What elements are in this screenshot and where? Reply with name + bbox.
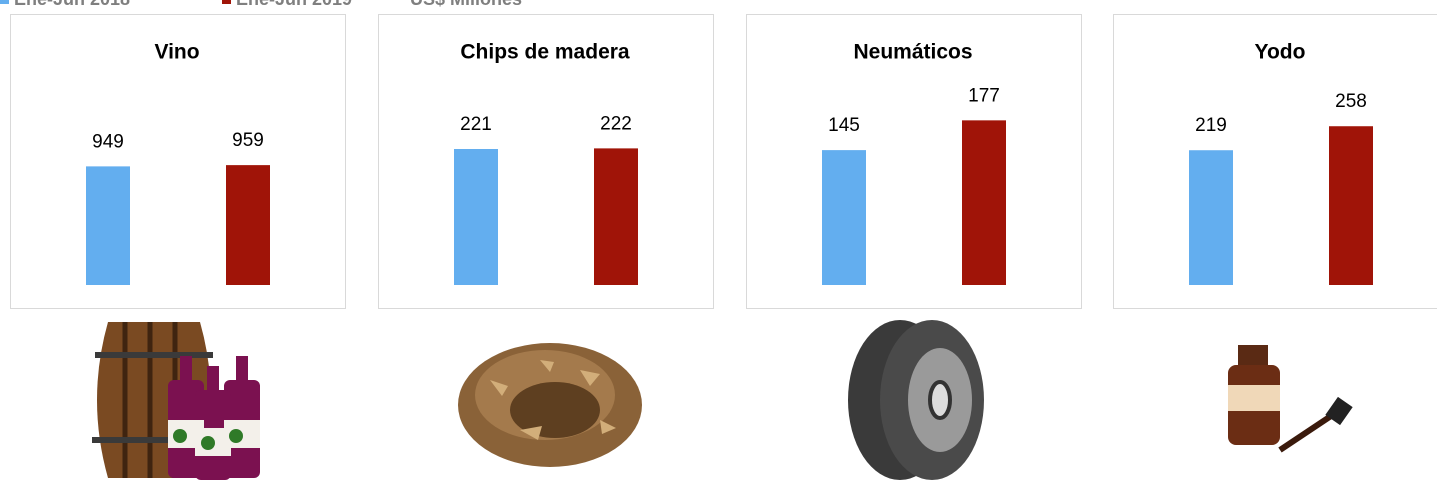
tire-icon xyxy=(848,320,984,480)
bar xyxy=(822,150,866,285)
bar xyxy=(454,149,498,285)
legend-label: Ene-Jun 2019 xyxy=(236,0,352,9)
value-label: 219 xyxy=(1195,115,1227,136)
bar xyxy=(226,165,270,285)
unit-label: US$ Millones xyxy=(410,0,522,9)
bar xyxy=(1189,150,1233,285)
legend-swatch xyxy=(222,0,231,4)
wood-chips-icon xyxy=(458,343,642,467)
dashboard: Ene-Jun 2018 Ene-Jun 2019 US$ Millones Vino… xyxy=(0,0,1437,481)
chart-title: Vino xyxy=(154,41,199,64)
value-label: 949 xyxy=(92,131,124,152)
chart-title: Chips de madera xyxy=(460,41,630,64)
bar xyxy=(86,166,130,285)
bar xyxy=(1329,126,1373,285)
bar xyxy=(594,148,638,285)
value-label: 221 xyxy=(460,114,492,135)
value-label: 959 xyxy=(232,130,264,151)
chart-title: Yodo xyxy=(1255,41,1306,64)
legend-swatch xyxy=(0,0,9,4)
value-label: 222 xyxy=(600,113,632,134)
value-label: 177 xyxy=(968,85,1000,106)
value-label: 258 xyxy=(1335,91,1367,112)
chart-title: Neumáticos xyxy=(853,41,972,64)
icons xyxy=(92,320,1353,480)
wine-icon xyxy=(92,322,260,480)
value-label: 145 xyxy=(828,115,860,136)
iodine-icon xyxy=(1228,345,1353,450)
bar xyxy=(962,120,1006,285)
legend-label: Ene-Jun 2018 xyxy=(14,0,130,9)
